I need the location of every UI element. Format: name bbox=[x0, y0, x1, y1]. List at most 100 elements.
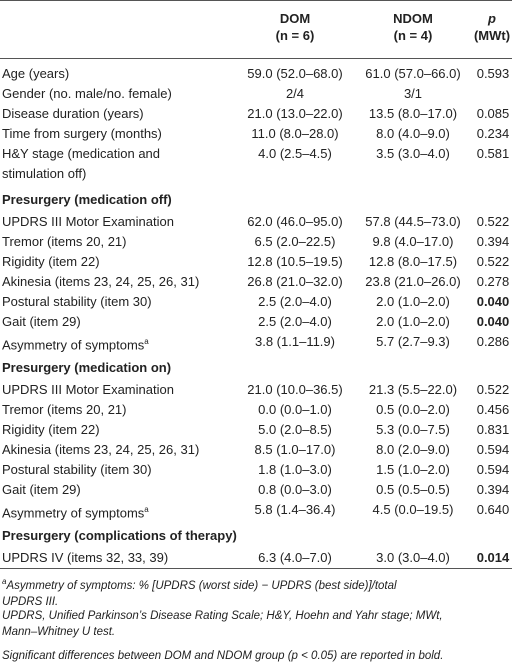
p-value: 0.014 bbox=[476, 550, 510, 565]
section-title: Presurgery (complications of therapy) bbox=[2, 528, 237, 543]
row-label: Asymmetry of symptomsa bbox=[2, 500, 234, 523]
p-value: 0.522 bbox=[476, 254, 510, 269]
row-label: H&Y stage (medication and stimulation off… bbox=[2, 144, 234, 184]
header-dom-n: (n = 6) bbox=[275, 28, 315, 43]
ndom-value: 3.5 (3.0–4.0) bbox=[376, 146, 450, 161]
ndom-value: 2.0 (1.0–2.0) bbox=[376, 294, 450, 309]
dom-value: 2/4 bbox=[285, 86, 305, 101]
row-label: Rigidity (item 22) bbox=[2, 420, 234, 440]
dom-value: 12.8 (10.5–19.5) bbox=[247, 254, 343, 269]
p-value: 0.085 bbox=[476, 106, 510, 121]
dom-value: 21.0 (10.0–36.5) bbox=[247, 382, 343, 397]
p-value: 0.594 bbox=[476, 442, 510, 457]
row-label: UPDRS IV (items 32, 33, 39) bbox=[2, 548, 234, 568]
header-dom-label: DOM bbox=[279, 11, 311, 26]
row-label-text: Postural stability (item 30) bbox=[2, 294, 152, 309]
row-label-text: Rigidity (item 22) bbox=[2, 254, 100, 269]
row-label: Asymmetry of symptomsa bbox=[2, 332, 234, 355]
footnote-significance: Significant differences between DOM and … bbox=[2, 648, 510, 664]
row-label: Tremor (items 20, 21) bbox=[2, 400, 234, 420]
section-title: Presurgery (medication off) bbox=[2, 192, 172, 207]
row-label: Postural stability (item 30) bbox=[2, 292, 234, 312]
ndom-value: 5.7 (2.7–9.3) bbox=[376, 334, 450, 349]
dom-value: 62.0 (46.0–95.0) bbox=[247, 214, 343, 229]
p-value: 0.522 bbox=[476, 382, 510, 397]
header-ndom: NDOM (n = 4) bbox=[354, 10, 472, 44]
footnote-abbreviations: UPDRS, Unified Parkinson’s Disease Ratin… bbox=[2, 608, 510, 640]
row-label: Age (years) bbox=[2, 64, 234, 84]
section-title: Presurgery (medication on) bbox=[2, 360, 172, 375]
row-label: Rigidity (item 22) bbox=[2, 252, 234, 272]
p-value: 0.522 bbox=[476, 214, 510, 229]
row-label: UPDRS III Motor Examination bbox=[2, 212, 234, 232]
footer-rule bbox=[0, 568, 512, 569]
ndom-value: 61.0 (57.0–66.0) bbox=[365, 66, 461, 81]
ndom-value: 3/1 bbox=[403, 86, 423, 101]
p-value: 0.040 bbox=[476, 294, 510, 309]
row-label-text: UPDRS III Motor Examination bbox=[2, 214, 174, 229]
footnote-marker: a bbox=[144, 505, 149, 514]
row-label: UPDRS III Motor Examination bbox=[2, 380, 234, 400]
p-value: 0.286 bbox=[476, 334, 510, 349]
ndom-value: 12.8 (8.0–17.5) bbox=[368, 254, 458, 269]
row-label-text: Disease duration (years) bbox=[2, 106, 144, 121]
row-label: Gait (item 29) bbox=[2, 480, 234, 500]
row-label: Time from surgery (months) bbox=[2, 124, 234, 144]
row-label-text: Akinesia (items 23, 24, 25, 26, 31) bbox=[2, 274, 200, 289]
footnote-marker: a bbox=[144, 337, 149, 346]
header-dom: DOM (n = 6) bbox=[236, 10, 354, 44]
p-value: 0.040 bbox=[476, 314, 510, 329]
p-value: 0.831 bbox=[476, 422, 510, 437]
ndom-value: 0.5 (0.0–2.0) bbox=[376, 402, 450, 417]
top-rule bbox=[0, 0, 512, 1]
row-label: Akinesia (items 23, 24, 25, 26, 31) bbox=[2, 272, 234, 292]
row-label-text: UPDRS IV (items 32, 33, 39) bbox=[2, 550, 169, 565]
ndom-value: 4.5 (0.0–19.5) bbox=[372, 502, 454, 517]
dom-value: 0.0 (0.0–1.0) bbox=[258, 402, 332, 417]
row-label-text: Asymmetry of symptoms bbox=[2, 337, 145, 353]
ndom-value: 5.3 (0.0–7.5) bbox=[376, 422, 450, 437]
dom-value: 6.3 (4.0–7.0) bbox=[258, 550, 332, 565]
p-value: 0.640 bbox=[476, 502, 510, 517]
footnote-a-line2: UPDRS III. bbox=[2, 595, 59, 608]
dom-value: 1.8 (1.0–3.0) bbox=[258, 462, 332, 477]
dom-value: 4.0 (2.5–4.5) bbox=[258, 146, 332, 161]
ndom-value: 57.8 (44.5–73.0) bbox=[365, 214, 461, 229]
row-label-text: Gait (item 29) bbox=[2, 482, 81, 497]
dom-value: 0.8 (0.0–3.0) bbox=[258, 482, 332, 497]
footnote-sig-line: Significant differences between DOM and … bbox=[2, 650, 444, 662]
dom-value: 8.5 (1.0–17.0) bbox=[254, 442, 336, 457]
dom-value: 3.8 (1.1–11.9) bbox=[255, 334, 335, 349]
ndom-value: 9.8 (4.0–17.0) bbox=[372, 234, 454, 249]
p-value: 0.234 bbox=[476, 126, 510, 141]
row-label: Postural stability (item 30) bbox=[2, 460, 234, 480]
dom-value: 26.8 (21.0–32.0) bbox=[247, 274, 343, 289]
ndom-value: 0.5 (0.5–0.5) bbox=[376, 482, 450, 497]
dom-value: 2.5 (2.0–4.0) bbox=[258, 314, 332, 329]
ndom-value: 3.0 (3.0–4.0) bbox=[376, 550, 450, 565]
p-value: 0.581 bbox=[476, 146, 510, 161]
ndom-value: 8.0 (2.0–9.0) bbox=[376, 442, 450, 457]
row-label-text: Akinesia (items 23, 24, 25, 26, 31) bbox=[2, 442, 200, 457]
dom-value: 2.5 (2.0–4.0) bbox=[258, 294, 332, 309]
row-label-text: Gait (item 29) bbox=[2, 314, 81, 329]
header-p: p (MWt) bbox=[470, 10, 512, 44]
row-label-text: Tremor (items 20, 21) bbox=[2, 402, 127, 417]
row-label-text: Asymmetry of symptoms bbox=[2, 505, 145, 521]
header-p-label: p bbox=[488, 11, 496, 26]
footnote-abbr-line1: UPDRS, Unified Parkinson’s Disease Ratin… bbox=[2, 610, 443, 622]
dom-value: 59.0 (52.0–68.0) bbox=[247, 66, 343, 81]
row-label: Akinesia (items 23, 24, 25, 26, 31) bbox=[2, 440, 234, 460]
row-label: Gait (item 29) bbox=[2, 312, 234, 332]
p-value: 0.394 bbox=[476, 482, 510, 497]
p-value: 0.593 bbox=[476, 66, 510, 81]
footnote-abbr-line2: Mann–Whitney U test. bbox=[2, 626, 116, 638]
header-ndom-n: (n = 4) bbox=[393, 28, 433, 43]
p-value: 0.594 bbox=[476, 462, 510, 477]
p-value: 0.456 bbox=[476, 402, 510, 417]
row-label: Disease duration (years) bbox=[2, 104, 234, 124]
dom-value: 6.5 (2.0–22.5) bbox=[254, 234, 336, 249]
row-label-text: Rigidity (item 22) bbox=[2, 422, 100, 437]
ndom-value: 23.8 (21.0–26.0) bbox=[365, 274, 461, 289]
